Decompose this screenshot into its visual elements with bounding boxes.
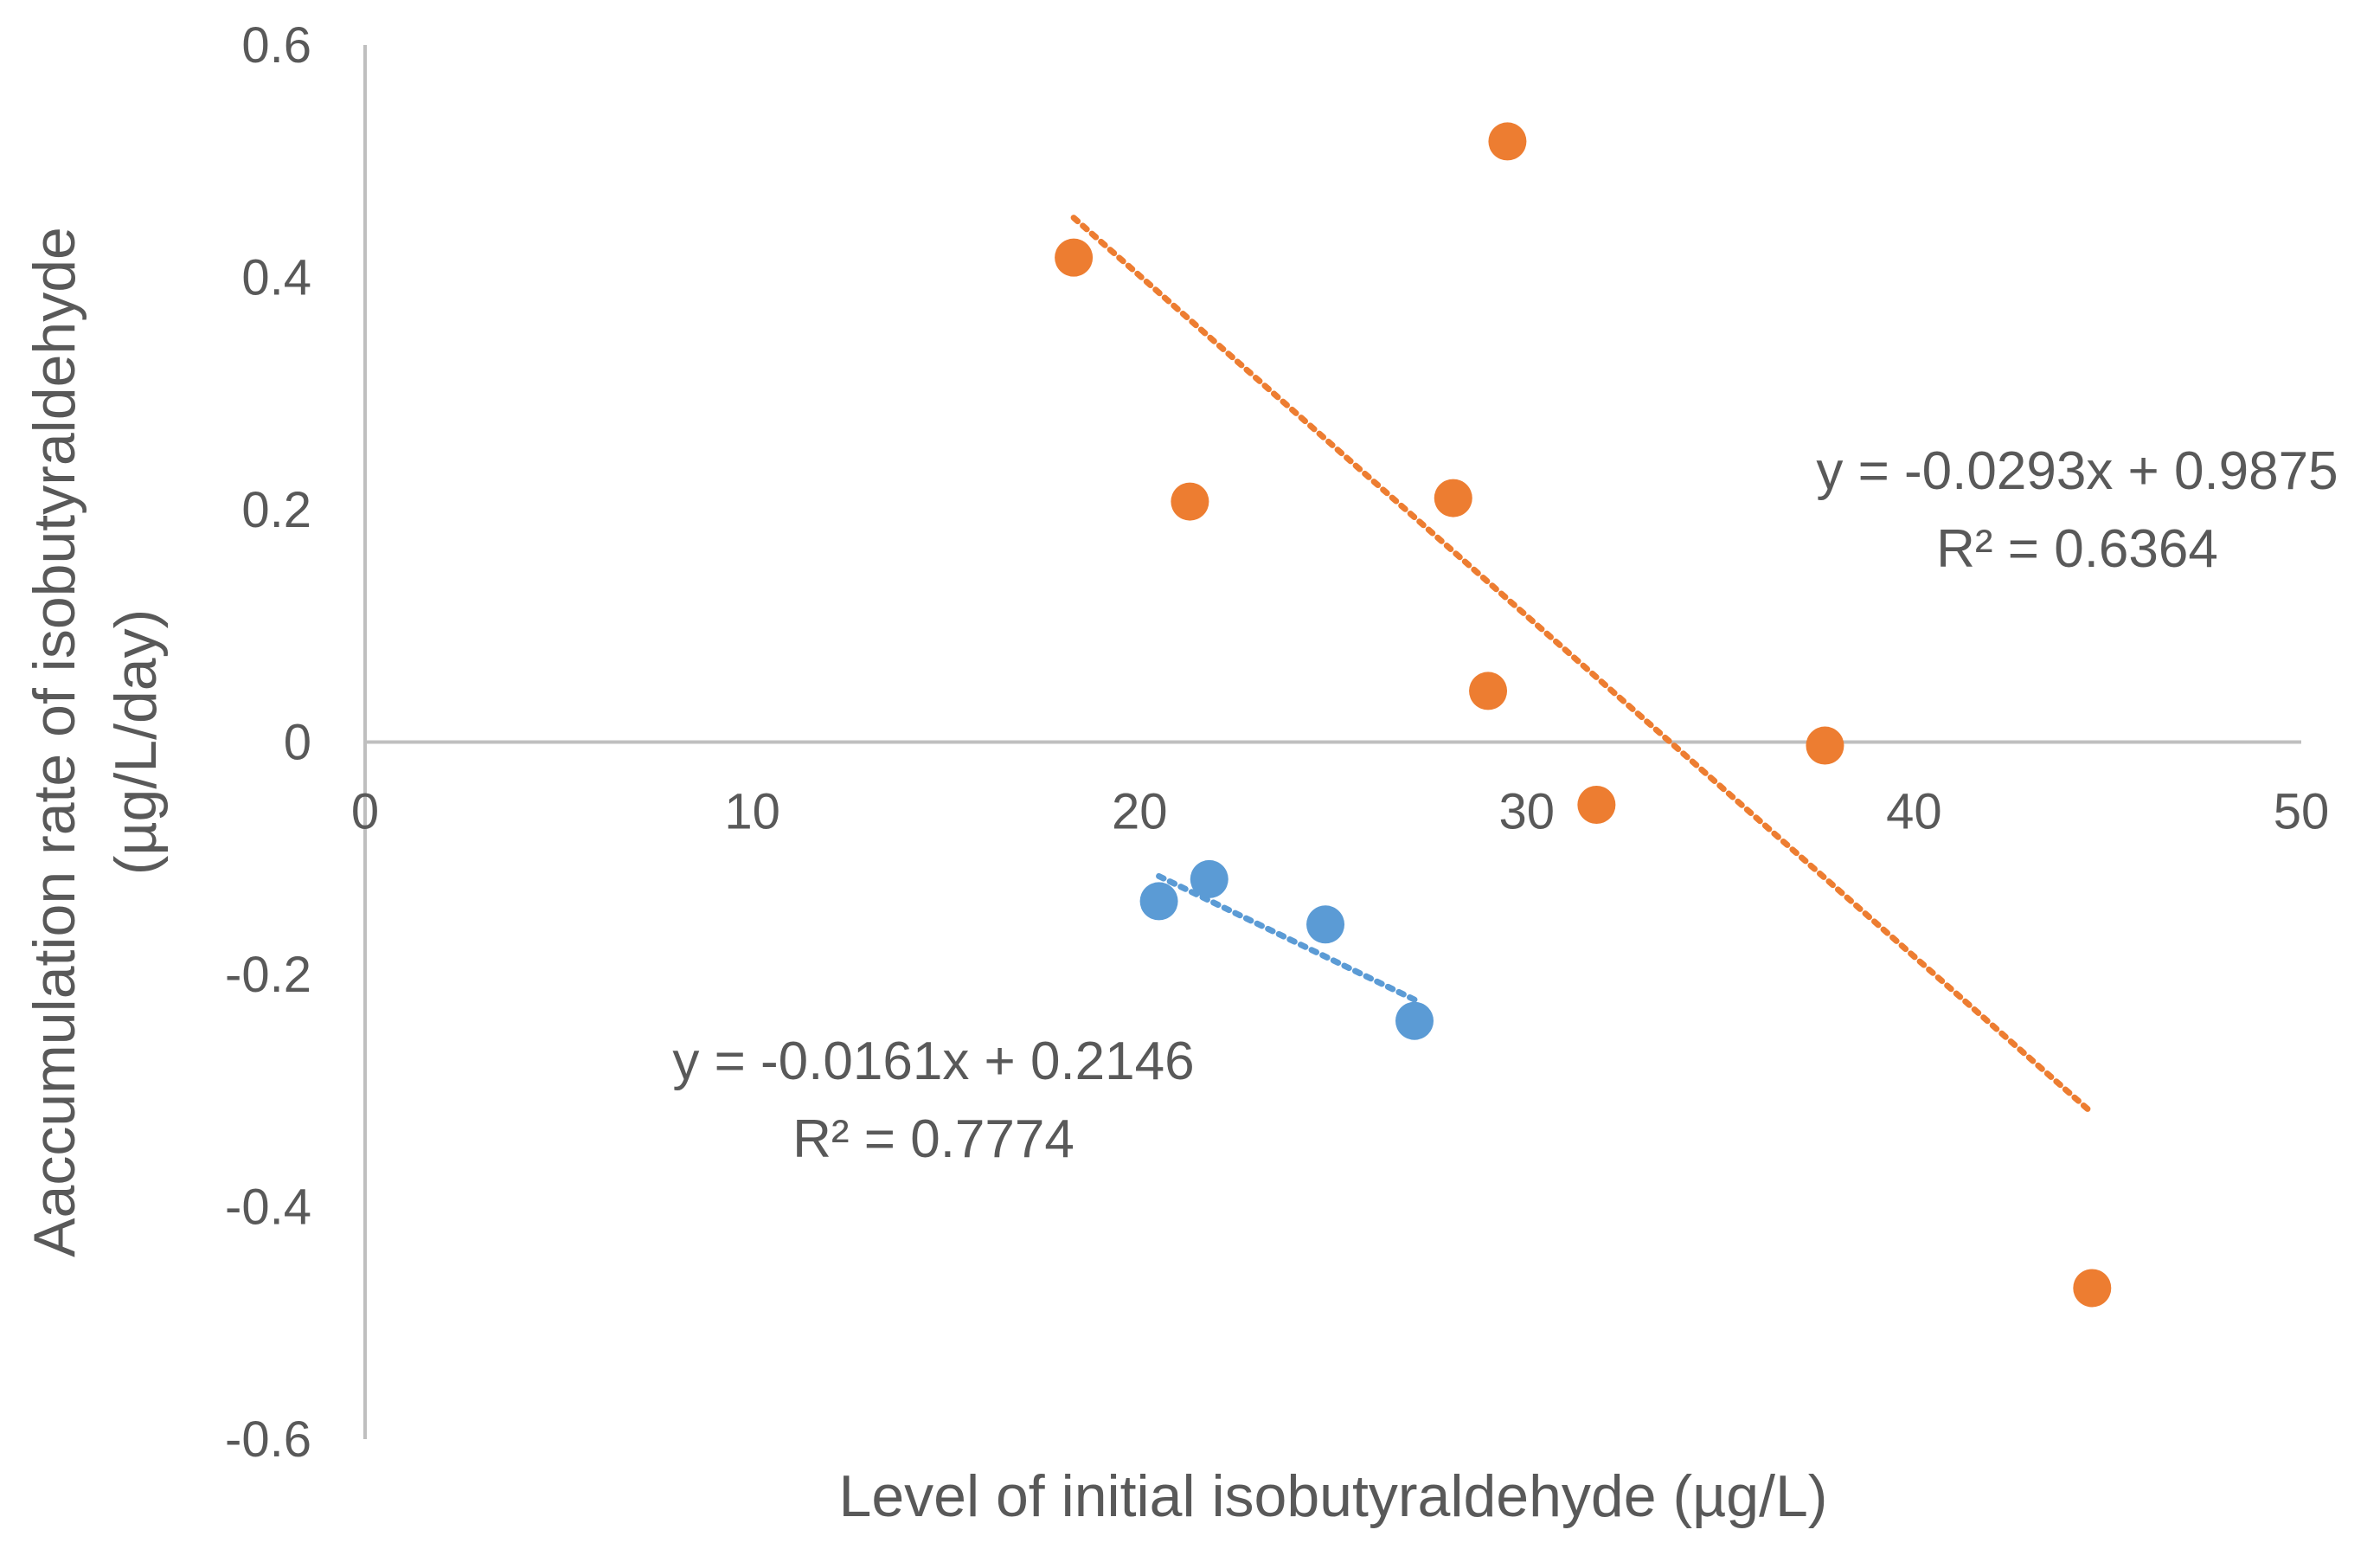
y-tick-label: -0.4 [225,1180,311,1236]
blue-data-point [1306,905,1345,944]
blue-data-point [1190,859,1228,898]
x-tick-label: 30 [1499,784,1556,840]
blue-trendline [1156,872,1418,1003]
y-tick-label: 0.4 [241,250,311,306]
orange-data-point [1434,479,1472,517]
y-axis-title: Aaccumulation rate of isobutyraldehyde (… [22,227,169,1257]
y-tick-labels: 0.6 0.4 0.2 0 -0.2 -0.4 -0.6 [225,17,311,1468]
axes [363,45,2301,1439]
y-tick-label: 0.2 [241,482,311,538]
trendlines [1070,215,2095,1116]
y-axis-title-line2: (µg/L/day) [103,609,169,876]
blue-data-point [1139,882,1178,921]
orange-data-point [1469,672,1508,710]
y-tick-label: 0 [284,715,311,771]
blue-trend-equation: y = -0.0161x + 0.2146 [672,1032,1194,1091]
blue-data-point [1395,1001,1434,1040]
x-tick-labels: 0 10 20 30 40 50 [351,784,2329,840]
orange-data-point [1806,726,1844,765]
data-points [1055,122,2112,1308]
x-tick-label: 20 [1112,784,1168,840]
blue-trend-label: y = -0.0161x + 0.2146 R² = 0.7774 [672,1032,1194,1169]
x-tick-label: 0 [351,784,379,840]
y-tick-label: -0.6 [225,1411,311,1468]
blue-trend-r2: R² = 0.7774 [792,1109,1075,1169]
x-tick-label: 40 [1886,784,1942,840]
y-axis-title-line1: Aaccumulation rate of isobutyraldehyde [22,227,87,1257]
x-tick-label: 10 [724,784,780,840]
orange-trend-label: y = -0.0293x + 0.9875 R² = 0.6364 [1816,441,2338,579]
x-tick-label: 50 [2274,784,2330,840]
orange-data-point [1488,122,1527,161]
orange-trendline [1070,215,2095,1116]
orange-data-point [2073,1269,2112,1308]
y-tick-label: -0.2 [225,947,311,1003]
x-axis-title: Level of initial isobutyraldehyde (µg/L) [839,1463,1828,1529]
orange-data-point [1577,785,1616,824]
orange-trend-equation: y = -0.0293x + 0.9875 [1816,441,2338,501]
orange-data-point [1171,482,1209,521]
y-tick-label: 0.6 [241,17,311,74]
orange-data-point [1055,238,1094,277]
orange-trend-r2: R² = 0.6364 [1936,519,2218,579]
